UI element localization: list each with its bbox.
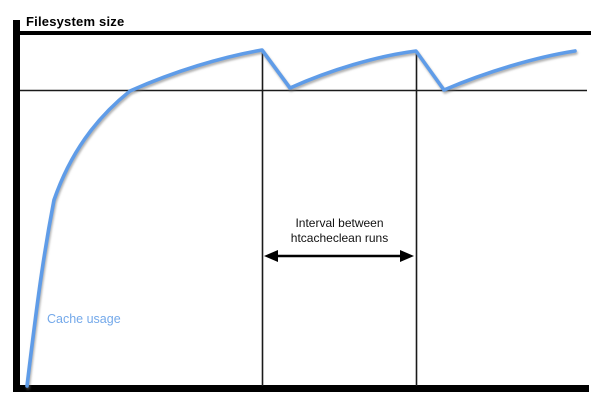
interval-arrow <box>264 250 414 262</box>
interval-annotation: Interval between htcacheclean runs <box>262 216 417 246</box>
x-axis <box>13 385 589 392</box>
cache-usage-curve <box>25 48 577 388</box>
filesystem-size-line <box>20 31 591 35</box>
interval-arrow-right-head-icon <box>400 250 414 262</box>
interval-annotation-line2: htcacheclean runs <box>290 231 389 245</box>
cache-usage-label: Cache usage <box>47 312 121 326</box>
interval-annotation-line1: Interval between <box>295 216 384 230</box>
interval-arrow-left-head-icon <box>264 250 278 262</box>
y-axis <box>13 20 20 392</box>
filesystem-size-label: Filesystem size <box>26 14 125 29</box>
